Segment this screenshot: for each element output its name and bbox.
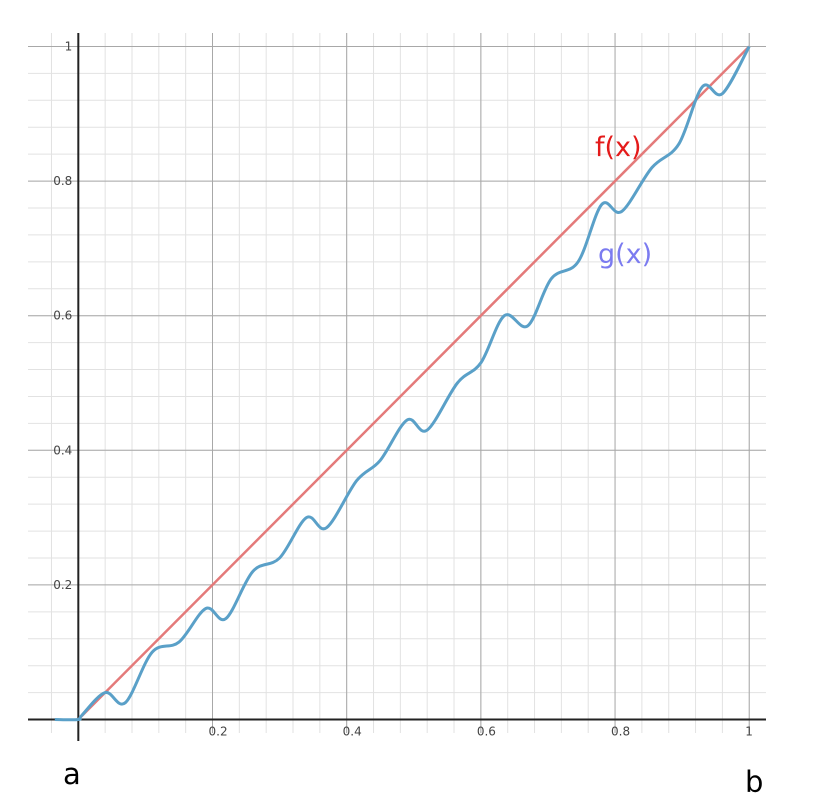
x-tick-label: 0.6 bbox=[477, 725, 496, 739]
y-tick-label: 1 bbox=[65, 39, 73, 53]
x-tick-label: 0.8 bbox=[611, 725, 630, 739]
y-tick-label: 0.6 bbox=[53, 309, 72, 323]
series-line-f bbox=[77, 45, 751, 721]
y-tick-label: 0.8 bbox=[53, 174, 72, 188]
series-labels: f(x) g(x) bbox=[595, 132, 652, 270]
tick-labels: 0.2 0.4 0.6 0.8 1 0.2 0.4 0.6 0.8 1 bbox=[53, 39, 753, 738]
axes bbox=[28, 33, 766, 741]
series-label-g: g(x) bbox=[598, 239, 652, 270]
y-tick-label: 0.4 bbox=[53, 443, 72, 457]
endpoint-labels: a b bbox=[63, 757, 763, 799]
series-lines bbox=[54, 45, 751, 722]
series-line-g bbox=[54, 45, 751, 722]
series-label-f: f(x) bbox=[595, 132, 642, 163]
minor-gridlines bbox=[28, 33, 766, 733]
endpoint-a-label: a bbox=[63, 757, 81, 791]
x-tick-label: 0.4 bbox=[343, 725, 362, 739]
endpoint-b-label: b bbox=[745, 765, 763, 799]
y-tick-label: 0.2 bbox=[53, 578, 72, 592]
major-gridlines bbox=[28, 33, 766, 733]
x-tick-label: 1 bbox=[745, 725, 753, 739]
x-tick-label: 0.2 bbox=[209, 725, 228, 739]
